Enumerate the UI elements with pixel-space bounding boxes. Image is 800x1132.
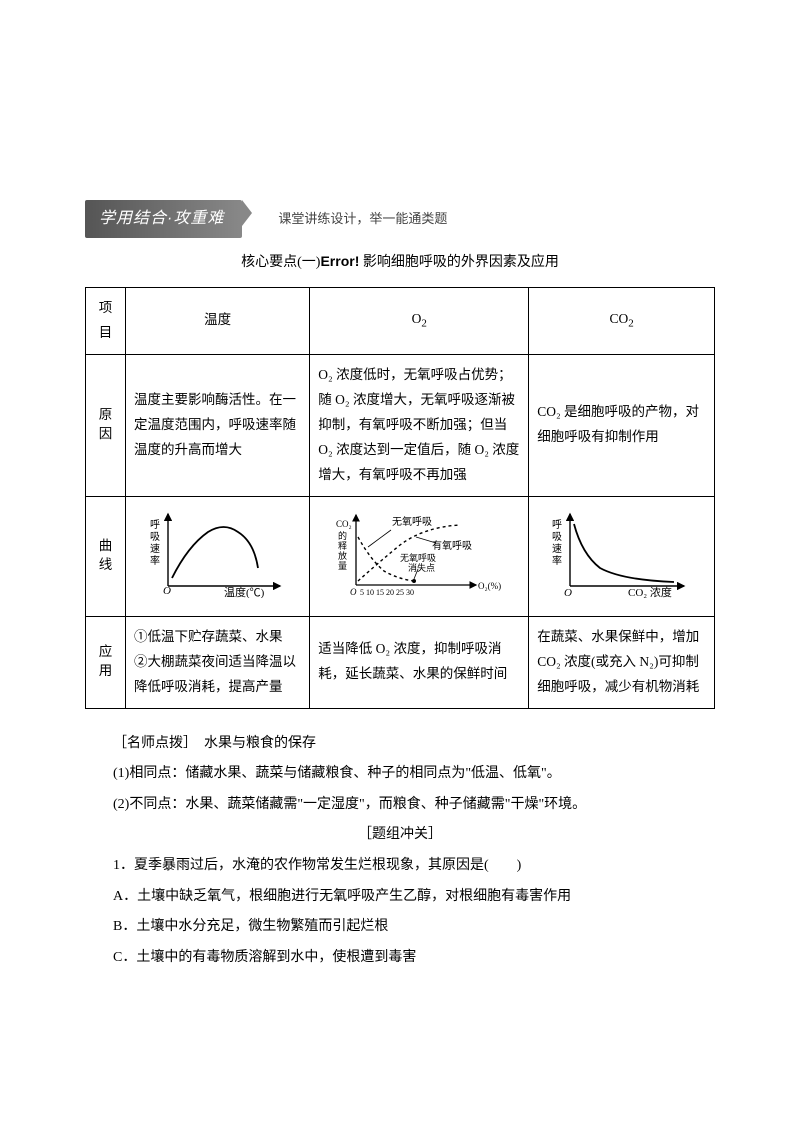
option-c: C．土壤中的有毒物质溶解到水中，使根遭到毒害: [85, 945, 715, 972]
svg-text:速: 速: [552, 543, 562, 555]
apply-o2: 适当降低 O₂ 浓度，抑制呼吸消耗，延长蔬菜、水果的保鲜时间: [310, 616, 529, 708]
curve-o2-cell: 无氧呼吸 有氧呼吸 无氧呼吸 消失点 CO₂ 的 释 放 量 O 5 10 15…: [310, 496, 529, 616]
chart-temp-xlabel: 温度(℃): [224, 585, 265, 598]
tips-p2: (2)不同点：水果、蔬菜储藏需"一定湿度"，而粮食、种子储藏需"干燥"环境。: [85, 792, 715, 819]
svg-text:速: 速: [150, 543, 160, 555]
svg-text:的: 的: [338, 530, 347, 541]
svg-text:呼: 呼: [552, 519, 562, 531]
table-row-apply: 应用 ①低温下贮存蔬菜、水果 ②大棚蔬菜夜间适当降温以降低呼吸消耗，提高产量 适…: [86, 616, 715, 708]
section-title: 核心要点(一)Error! 影响细胞呼吸的外界因素及应用: [85, 248, 715, 277]
label-anaerobic: 无氧呼吸: [392, 515, 432, 528]
question-group: ［题组冲关］ 1．夏季暴雨过后，水淹的农作物常发生烂根现象，其原因是( ) A．…: [85, 822, 715, 971]
svg-text:率: 率: [150, 554, 160, 567]
chart-oxygen: 无氧呼吸 有氧呼吸 无氧呼吸 消失点 CO₂ 的 释 放 量 O 5 10 15…: [328, 505, 510, 599]
curve-temp-cell: O 呼 吸 速 率 温度(℃): [126, 496, 310, 616]
table-header-row: 项目 温度 O2 CO2: [86, 287, 715, 354]
chart-temperature: O 呼 吸 速 率 温度(℃): [138, 506, 298, 598]
banner-right-label: 课堂讲练设计，举一能通类题: [278, 207, 447, 232]
row-label-curve: 曲线: [86, 496, 126, 616]
row-label-reason: 原因: [86, 354, 126, 496]
apply-co2: 在蔬菜、水果保鲜中，增加 CO₂ 浓度(或充入 N₂)可抑制细胞呼吸，减少有机物…: [529, 616, 715, 708]
svg-text:O: O: [350, 587, 357, 597]
row-label-apply: 应用: [86, 616, 126, 708]
teacher-tips: ［名师点拨］ 水果与粮食的保存 (1)相同点：储藏水果、蔬菜与储藏粮食、种子的相…: [85, 731, 715, 819]
reason-temp: 温度主要影响酶活性。在一定温度范围内，呼吸速率随温度的升高而增大: [126, 354, 310, 496]
svg-text:吸: 吸: [150, 532, 160, 543]
reason-co2: CO₂ 是细胞呼吸的产物，对细胞呼吸有抑制作用: [529, 354, 715, 496]
header-item: 项目: [86, 287, 126, 354]
reason-o2: O₂ 浓度低时，无氧呼吸占优势；随 O₂ 浓度增大，无氧呼吸逐渐被抑制，有氧呼吸…: [310, 354, 529, 496]
tips-p1: (1)相同点：储藏水果、蔬菜与储藏粮食、种子的相同点为"低温、低氧"。: [85, 761, 715, 788]
main-table: 项目 温度 O2 CO2 原因 温度主要影响酶活性。在一定温度范围内，呼吸速率随…: [85, 287, 715, 709]
apply-temp: ①低温下贮存蔬菜、水果 ②大棚蔬菜夜间适当降温以降低呼吸消耗，提高产量: [126, 616, 310, 708]
tips-lead: ［名师点拨］ 水果与粮食的保存: [85, 731, 715, 758]
svg-text:释: 释: [338, 540, 347, 551]
header-co2: CO2: [529, 287, 715, 354]
section-title-suffix: 影响细胞呼吸的外界因素及应用: [359, 255, 559, 270]
option-b: B．土壤中水分充足，微生物繁殖而引起烂根: [85, 914, 715, 941]
option-a: A．土壤中缺乏氧气，根细胞进行无氧呼吸产生乙醇，对根细胞有毒害作用: [85, 884, 715, 911]
chart-temp-ylabel: 呼: [150, 519, 160, 531]
curve-co2-cell: O 呼 吸 速 率 CO₂ 浓度: [529, 496, 715, 616]
svg-text:5 10 15 20 25 30: 5 10 15 20 25 30: [360, 588, 414, 597]
table-row-reason: 原因 温度主要影响酶活性。在一定温度范围内，呼吸速率随温度的升高而增大 O₂ 浓…: [86, 354, 715, 496]
label-aerobic: 有氧呼吸: [432, 539, 472, 552]
header-temp: 温度: [126, 287, 310, 354]
header-o2: O2: [310, 287, 529, 354]
svg-text:CO₂: CO₂: [336, 519, 352, 529]
question-1: 1．夏季暴雨过后，水淹的农作物常发生烂根现象，其原因是( ): [85, 853, 715, 880]
svg-text:量: 量: [338, 561, 347, 571]
section-title-prefix: 核心要点(一): [241, 255, 320, 270]
svg-text:O: O: [564, 587, 572, 598]
banner-left-label: 学用结合·攻重难: [85, 200, 242, 238]
section-title-error: Error!: [320, 253, 359, 269]
svg-text:放: 放: [338, 550, 347, 561]
svg-text:率: 率: [552, 554, 562, 567]
section-banner: 学用结合·攻重难 课堂讲练设计，举一能通类题: [85, 200, 715, 238]
svg-text:吸: 吸: [552, 532, 562, 543]
svg-text:O₂(%): O₂(%): [478, 581, 501, 591]
svg-text:无氧呼吸: 无氧呼吸: [400, 552, 436, 563]
svg-text:O: O: [163, 585, 171, 597]
chart-co2: O 呼 吸 速 率 CO₂ 浓度: [542, 506, 702, 598]
qgroup-title: ［题组冲关］: [85, 822, 715, 849]
chart-co2-xlabel: CO₂ 浓度: [628, 585, 672, 598]
table-row-curve: 曲线 O 呼 吸 速 率 温度(℃): [86, 496, 715, 616]
svg-text:消失点: 消失点: [408, 562, 435, 573]
